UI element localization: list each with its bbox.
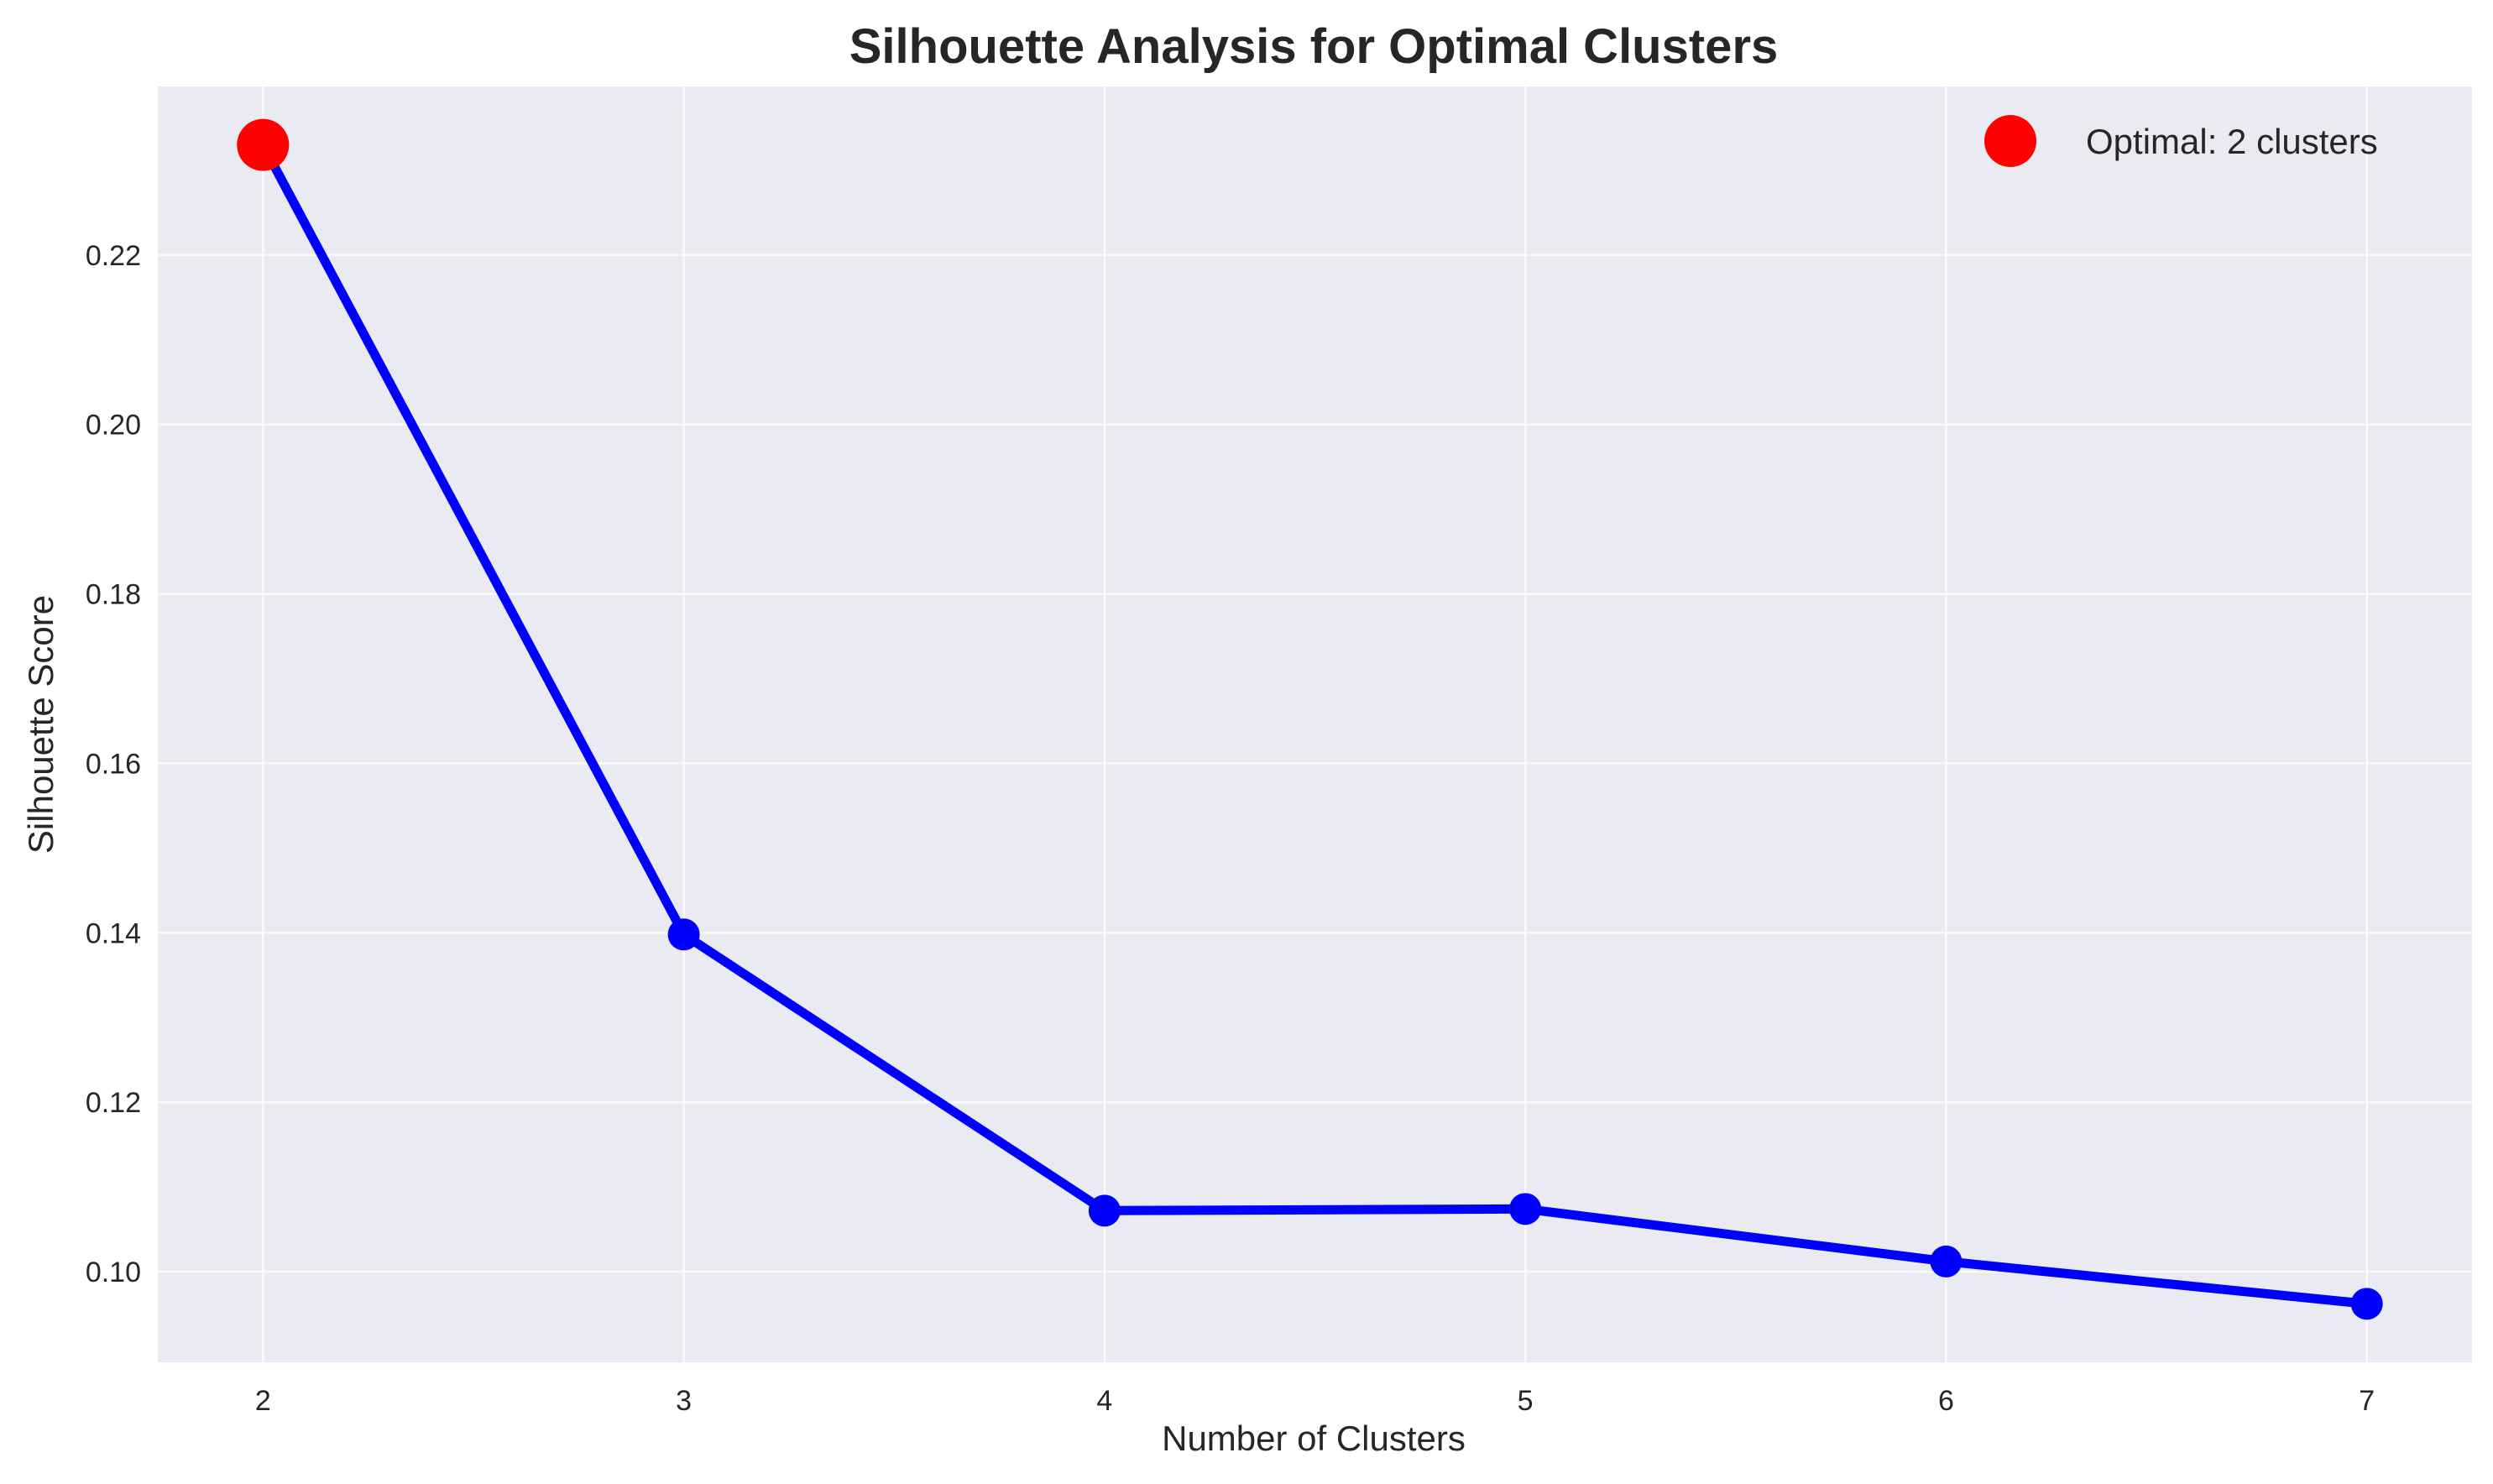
data-point	[1930, 1245, 1963, 1278]
x-axis-label: Number of Clusters	[1162, 1419, 1466, 1458]
grid-lines	[158, 86, 2472, 1362]
legend-label-optimal: Optimal: 2 clusters	[2086, 122, 2378, 161]
data-point	[2350, 1288, 2383, 1320]
chart-title: Silhouette Analysis for Optimal Clusters	[849, 19, 1779, 74]
x-tick-label: 3	[676, 1385, 692, 1417]
y-tick-label: 0.20	[86, 410, 141, 442]
series-line	[258, 140, 2372, 1309]
y-tick-label: 0.18	[86, 579, 141, 611]
x-tick-label: 4	[1096, 1385, 1112, 1417]
x-tick-label: 5	[1518, 1385, 1534, 1417]
data-point	[1088, 1194, 1121, 1227]
tick-labels: 2 3 4 5 6 7 0.10 0.12 0.14 0.16 0.18 0.20 0.22	[86, 240, 2375, 1417]
x-tick-label: 2	[255, 1385, 271, 1417]
legend-marker-optimal	[1984, 115, 2036, 167]
data-point	[667, 918, 700, 951]
legend: Optimal: 2 clusters	[1984, 115, 2378, 167]
y-tick-label: 0.16	[86, 748, 141, 780]
plot-area	[158, 86, 2472, 1362]
y-tick-label: 0.12	[86, 1087, 141, 1119]
y-axis-label: Silhouette Score	[21, 595, 60, 854]
y-tick-label: 0.14	[86, 917, 141, 949]
x-tick-label: 7	[2359, 1385, 2375, 1417]
data-points	[237, 118, 2383, 1320]
x-tick-label: 6	[1938, 1385, 1954, 1417]
y-tick-label: 0.22	[86, 240, 141, 272]
optimal-point	[237, 118, 290, 171]
y-tick-label: 0.10	[86, 1257, 141, 1288]
data-point	[1509, 1193, 1542, 1225]
